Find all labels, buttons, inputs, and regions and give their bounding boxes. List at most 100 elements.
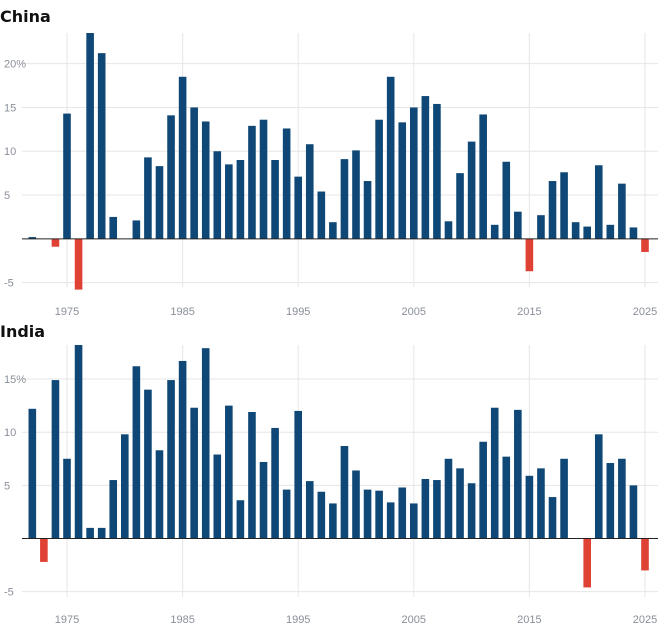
india-x-tick-label: 1985: [170, 614, 194, 625]
india-bar-1992: [259, 461, 268, 539]
india-bar-2002: [375, 490, 383, 539]
china-bar-2021: [594, 165, 603, 239]
china-bar-2017: [548, 181, 557, 239]
china-bar-2025: [641, 238, 649, 252]
china-bar-1985: [178, 76, 187, 239]
india-bar-2010: [467, 483, 476, 539]
china-bar-2023: [618, 183, 626, 239]
india-bar-1997: [317, 491, 326, 539]
india-bar-1989: [225, 405, 233, 539]
india-y-tick-label: 15%: [4, 374, 26, 386]
china-bar-1988: [213, 151, 222, 239]
india-bar-2012: [490, 407, 499, 539]
china-bar-2011: [479, 114, 487, 239]
china-bar-2003: [386, 76, 395, 239]
india-bar-2001: [363, 489, 372, 539]
china-bar-2006: [421, 96, 430, 239]
india-bar-1993: [271, 427, 279, 539]
china-bar-2013: [502, 161, 511, 239]
china-bar-1998: [329, 222, 337, 239]
china-panel-title: China: [0, 7, 51, 26]
china-bar-1989: [225, 164, 233, 239]
india-bar-1981: [132, 366, 141, 539]
china-bar-2007: [433, 103, 441, 239]
india-x-tick-label: 1975: [55, 614, 79, 625]
india-bar-1977: [86, 527, 94, 539]
india-bar-2007: [433, 480, 441, 539]
india-bar-1985: [178, 360, 187, 539]
india-bar-1994: [282, 489, 291, 539]
india-bar-2024: [629, 485, 638, 539]
india-bar-2016: [537, 468, 545, 539]
india-bar-1984: [167, 380, 175, 539]
china-y-tick-label: 10: [4, 146, 16, 158]
india-bar-1988: [213, 454, 222, 539]
china-bar-1974: [51, 238, 60, 247]
india-bar-2005: [410, 503, 418, 539]
china-bar-2008: [444, 221, 453, 239]
china-bar-1999: [340, 159, 349, 239]
china-y-tick-label: 15: [4, 102, 16, 114]
india-bar-2015: [525, 475, 534, 539]
china-bar-1994: [282, 128, 291, 239]
china-bar-1975: [63, 113, 71, 239]
india-bar-2018: [560, 458, 568, 539]
china-bar-2018: [560, 172, 568, 239]
china-bar-2014: [514, 211, 522, 239]
china-bar-2009: [456, 173, 464, 239]
india-bar-1975: [63, 458, 71, 539]
china-bar-1978: [97, 53, 106, 239]
china-bar-1972: [28, 237, 37, 239]
china-bar-2010: [467, 141, 476, 239]
china-bar-2015: [525, 238, 534, 272]
china-bar-2022: [606, 224, 615, 239]
india-bar-1976: [74, 345, 83, 539]
india-bar-2000: [352, 470, 360, 539]
china-bar-1990: [236, 160, 245, 239]
china-bar-1986: [190, 107, 198, 239]
india-bar-1983: [155, 450, 164, 539]
china-bar-2016: [537, 215, 545, 239]
india-bar-1995: [294, 410, 302, 539]
china-bar-1982: [144, 157, 152, 239]
china-bar-2002: [375, 119, 383, 239]
china-x-tick-label: 1995: [286, 306, 310, 318]
china-bar-1987: [201, 121, 210, 239]
india-y-tick-label: 5: [4, 480, 10, 492]
china-y-tick-label: 20%: [4, 59, 26, 71]
china-bar-1995: [294, 176, 302, 239]
india-bar-1980: [121, 434, 129, 539]
china-bar-2005: [410, 107, 418, 239]
china-bar-2001: [363, 181, 372, 239]
china-bar-1976: [74, 238, 83, 290]
india-bar-2003: [386, 502, 395, 539]
india-bar-1998: [329, 503, 337, 539]
china-x-tick-label: 1985: [170, 306, 194, 318]
china-x-tick-label: 2015: [517, 306, 541, 318]
china-y-tick-label: -5: [4, 278, 14, 290]
china-bar-1992: [259, 119, 268, 239]
india-x-tick-label: 2005: [402, 614, 426, 625]
india-bar-2013: [502, 456, 511, 539]
india-bar-2022: [606, 463, 615, 539]
china-bar-1984: [167, 115, 175, 239]
china-bar-1977: [86, 33, 94, 239]
china-x-tick-label: 1975: [55, 306, 79, 318]
china-bar-2020: [583, 226, 591, 239]
china-panel: -5 5 10 15 20% 1975 1985 1995 2005 2015 2025 China: [0, 7, 658, 318]
india-bar-1986: [190, 407, 198, 539]
india-bar-2009: [456, 468, 464, 539]
india-bar-2011: [479, 441, 487, 539]
china-bar-2024: [629, 227, 638, 239]
india-x-tick-label: 1995: [286, 614, 310, 625]
china-y-tick-label: 5: [4, 190, 10, 202]
india-bar-1996: [305, 481, 314, 539]
china-bar-1993: [271, 160, 279, 239]
china-x-tick-label: 2025: [633, 306, 657, 318]
india-bar-2020: [583, 538, 591, 588]
india-x-tick-label: 2025: [633, 614, 657, 625]
india-bar-1982: [144, 389, 152, 539]
china-bar-2012: [490, 224, 499, 239]
india-y-tick-label: 10: [4, 427, 16, 439]
india-bar-1972: [28, 408, 37, 539]
